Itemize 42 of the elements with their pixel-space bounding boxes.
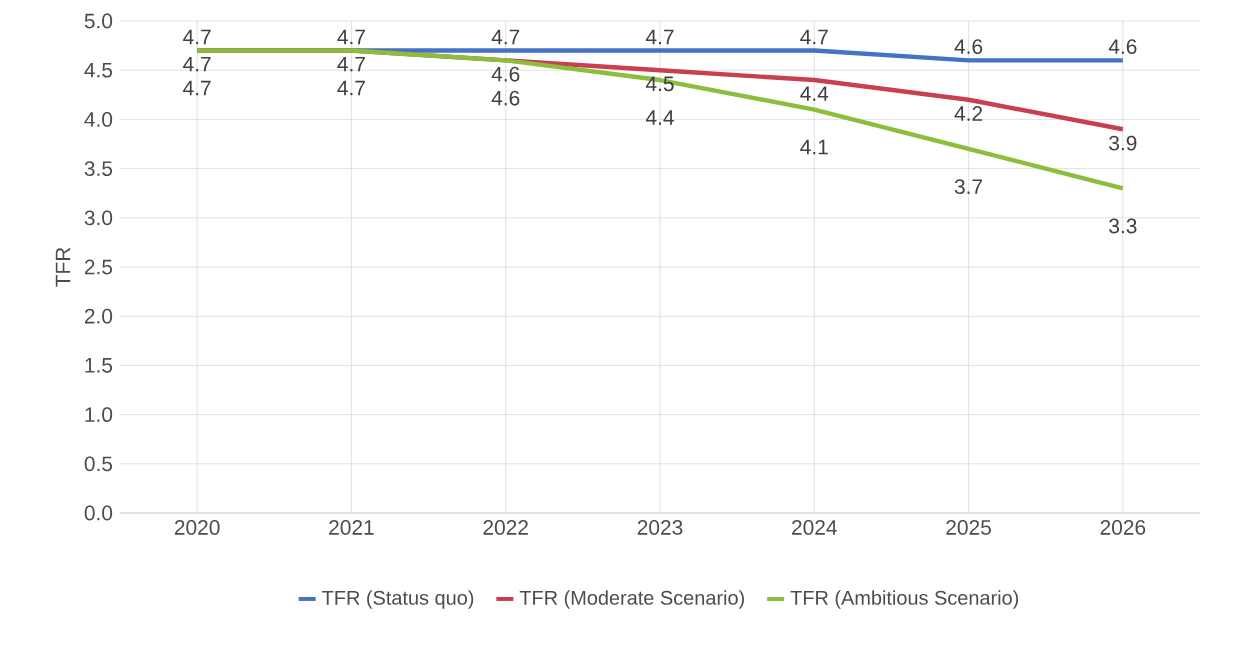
y-tick-label: 3.5	[84, 161, 113, 177]
y-tick-label: 3.0	[84, 210, 113, 226]
legend-label: TFR (Status quo)	[322, 590, 474, 609]
legend-label: TFR (Ambitious Scenario)	[790, 590, 1019, 609]
data-label: 4.7	[491, 29, 520, 45]
y-tick-label: 4.0	[84, 112, 113, 127]
x-tick-label: 2021	[329, 520, 374, 535]
data-label: 3.7	[954, 179, 983, 195]
data-label: 4.2	[954, 106, 983, 121]
y-tick-label: 2.0	[84, 308, 113, 324]
data-label: 4.4	[800, 86, 829, 101]
y-tick-label: 1.5	[85, 358, 113, 373]
legend-label: TFR (Moderate Scenario)	[519, 590, 744, 609]
y-tick-label: 0.0	[84, 505, 113, 521]
data-label: 4.7	[800, 29, 828, 45]
y-axis-title: TFR	[55, 247, 71, 287]
y-tick-label: 2.5	[84, 259, 113, 275]
data-label: 4.7	[645, 29, 674, 45]
data-label: 4.6	[491, 66, 520, 82]
data-label: 4.7	[183, 80, 211, 96]
data-label: 4.6	[491, 90, 520, 106]
data-label: 4.7	[337, 56, 365, 72]
data-label: 4.4	[645, 110, 674, 125]
data-label: 4.6	[1108, 39, 1137, 54]
y-tick-label: 1.0	[85, 407, 113, 423]
data-label: 4.7	[183, 29, 211, 45]
data-label: 4.7	[337, 80, 365, 96]
data-label: 4.6	[954, 39, 983, 54]
x-tick-label: 2026	[1100, 520, 1146, 535]
y-tick-label: 4.5	[84, 62, 113, 78]
x-tick-label: 2024	[792, 520, 837, 535]
x-tick-label: 2025	[946, 520, 991, 535]
data-label: 3.3	[1109, 218, 1137, 234]
data-label: 4.7	[183, 56, 211, 72]
y-tick-label: 0.5	[84, 456, 113, 472]
y-tick-label: 5.0	[84, 13, 113, 29]
data-label: 4.7	[337, 29, 365, 45]
x-tick-label: 2022	[483, 520, 528, 535]
x-tick-label: 2020	[174, 520, 220, 535]
x-tick-label: 2023	[637, 520, 683, 535]
data-label: 3.9	[1109, 135, 1137, 151]
data-label: 4.1	[800, 139, 828, 155]
